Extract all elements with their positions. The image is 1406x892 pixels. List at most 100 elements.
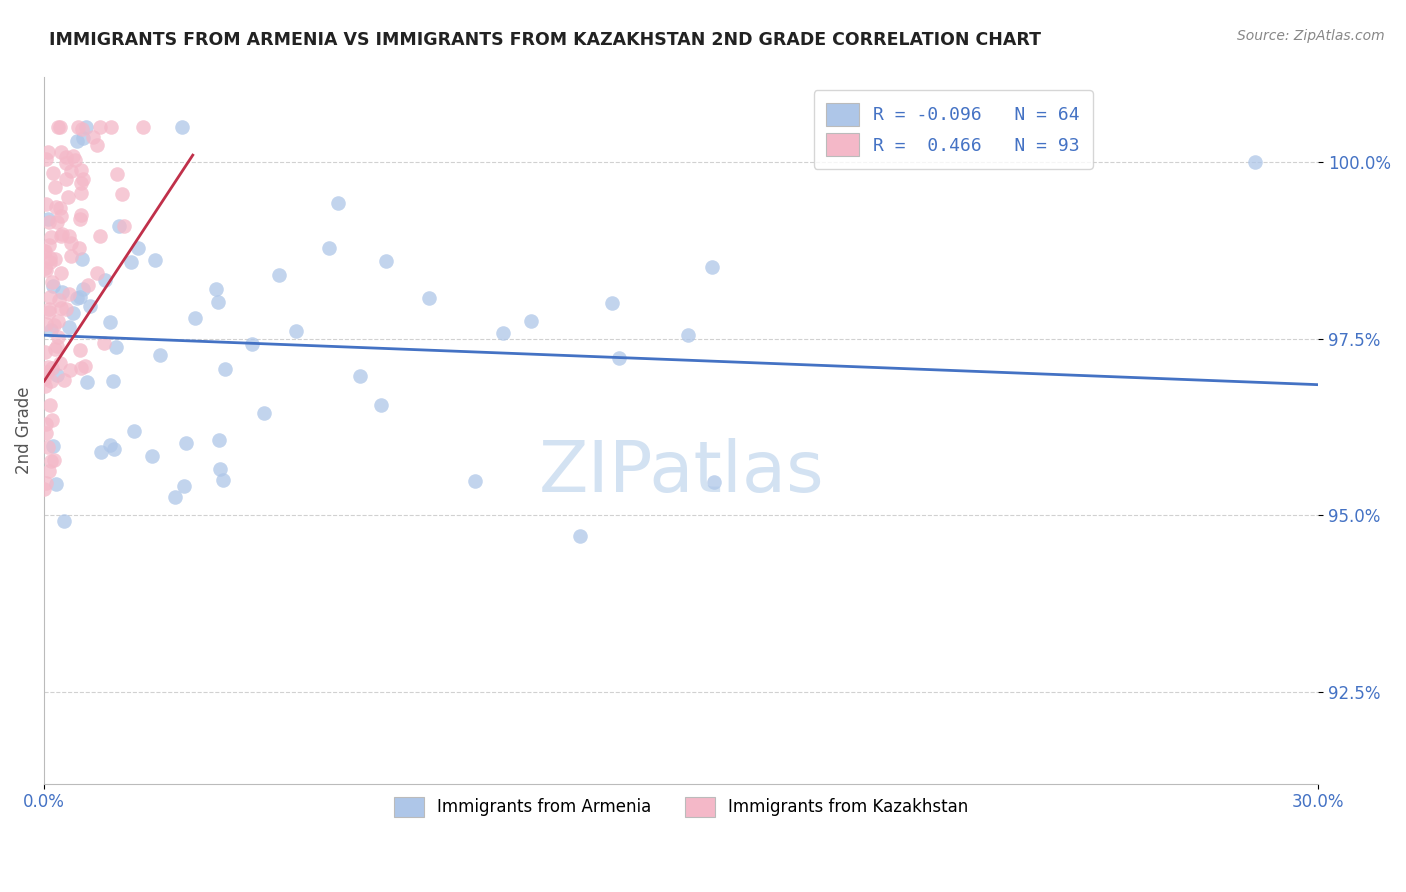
Point: [37, 440, 59, 454]
Point: [44, 252, 66, 266]
Point: [110, 187, 132, 202]
Point: [72, 131, 94, 145]
Point: [72, 121, 94, 136]
Point: [69, 290, 91, 304]
Point: [34, 344, 56, 359]
Point: [39, 375, 62, 389]
Point: [103, 442, 125, 456]
Point: [65, 291, 87, 305]
Point: [35, 426, 58, 441]
Point: [35, 417, 58, 432]
Point: [89, 229, 111, 244]
Point: [42, 439, 65, 453]
Point: [41, 413, 63, 427]
Point: [253, 406, 276, 420]
Text: Source: ZipAtlas.com: Source: ZipAtlas.com: [1237, 29, 1385, 43]
Point: [32, 372, 55, 386]
Point: [46, 368, 69, 383]
Point: [208, 462, 231, 476]
Point: [122, 424, 145, 438]
Point: [76, 375, 98, 389]
Point: [173, 479, 195, 493]
Point: [127, 241, 149, 255]
Point: [60, 249, 83, 263]
Point: [79, 299, 101, 313]
Point: [269, 268, 291, 282]
Point: [1243, 155, 1265, 169]
Point: [35, 263, 58, 277]
Point: [100, 120, 122, 134]
Point: [98, 438, 121, 452]
Point: [52, 514, 75, 528]
Point: [70, 163, 93, 178]
Point: [49, 120, 72, 134]
Point: [49, 201, 72, 215]
Point: [38, 237, 60, 252]
Point: [207, 294, 229, 309]
Point: [53, 373, 76, 387]
Point: [34, 244, 56, 258]
Point: [55, 150, 77, 164]
Point: [70, 186, 93, 201]
Point: [75, 120, 97, 134]
Point: [48, 356, 70, 370]
Point: [149, 348, 172, 362]
Text: ZIPatlas: ZIPatlas: [538, 439, 824, 508]
Point: [207, 433, 229, 447]
Point: [41, 361, 63, 376]
Point: [34, 379, 56, 393]
Point: [73, 359, 96, 373]
Point: [45, 200, 67, 214]
Point: [62, 149, 84, 163]
Point: [38, 465, 60, 479]
Point: [55, 171, 77, 186]
Point: [49, 301, 72, 315]
Point: [492, 326, 515, 341]
Point: [108, 219, 131, 233]
Point: [32, 482, 55, 496]
Point: [86, 137, 108, 152]
Point: [65, 153, 87, 168]
Point: [58, 287, 80, 301]
Point: [55, 156, 77, 170]
Point: [602, 296, 624, 310]
Point: [38, 254, 60, 268]
Point: [59, 363, 82, 377]
Point: [204, 282, 226, 296]
Point: [326, 196, 349, 211]
Point: [38, 302, 60, 317]
Point: [174, 435, 197, 450]
Point: [38, 215, 60, 229]
Point: [93, 273, 115, 287]
Point: [70, 177, 93, 191]
Point: [49, 266, 72, 280]
Legend: Immigrants from Armenia, Immigrants from Kazakhstan: Immigrants from Armenia, Immigrants from…: [385, 789, 977, 825]
Point: [72, 282, 94, 296]
Point: [37, 359, 59, 374]
Point: [56, 190, 79, 204]
Point: [41, 275, 63, 289]
Point: [45, 477, 67, 491]
Point: [42, 278, 65, 293]
Text: IMMIGRANTS FROM ARMENIA VS IMMIGRANTS FROM KAZAKHSTAN 2ND GRADE CORRELATION CHAR: IMMIGRANTS FROM ARMENIA VS IMMIGRANTS FR…: [49, 31, 1042, 49]
Point: [44, 342, 66, 356]
Point: [214, 361, 236, 376]
Point: [34, 244, 56, 258]
Point: [55, 301, 77, 316]
Point: [141, 449, 163, 463]
Point: [46, 339, 69, 353]
Point: [70, 360, 93, 375]
Point: [41, 229, 63, 244]
Point: [67, 241, 90, 255]
Point: [349, 369, 371, 384]
Point: [240, 337, 263, 351]
Point: [35, 152, 58, 166]
Point: [35, 475, 58, 490]
Point: [370, 398, 392, 412]
Point: [46, 313, 69, 327]
Point: [46, 330, 69, 344]
Point: [120, 254, 142, 268]
Point: [98, 315, 121, 329]
Point: [51, 229, 73, 244]
Point: [69, 343, 91, 357]
